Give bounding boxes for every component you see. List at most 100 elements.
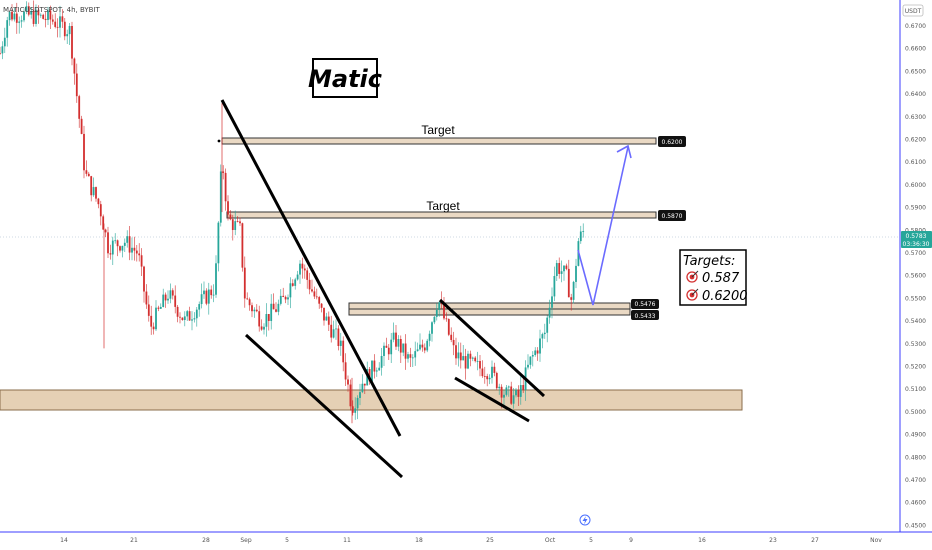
candle-body <box>423 347 426 351</box>
tag-5476-bg <box>631 299 659 309</box>
candle-body <box>546 317 549 333</box>
candle-body <box>409 354 412 358</box>
candle-body <box>390 339 393 355</box>
candle-body <box>385 345 388 348</box>
candle-body <box>443 304 445 319</box>
candle-body <box>121 245 124 251</box>
symbol-label: MATICUSDTSPOT, 4h, BYBIT <box>3 6 101 14</box>
candle-body <box>109 253 112 255</box>
candle-body <box>111 240 114 255</box>
candle-body <box>159 306 162 309</box>
candle-body <box>236 221 239 222</box>
price-tick: 0.4700 <box>905 477 926 484</box>
candle-body <box>92 187 95 196</box>
candle-body <box>383 345 385 356</box>
candle-body <box>75 73 78 97</box>
plot-area[interactable] <box>0 0 900 531</box>
candle-body <box>155 307 157 330</box>
candle-body <box>164 294 167 301</box>
candle-body <box>435 309 438 317</box>
tag-5433: 0.5433 <box>635 313 656 320</box>
candle-body <box>150 315 153 327</box>
candle-body <box>267 314 270 321</box>
candle-body <box>306 270 309 280</box>
candle-body <box>152 326 155 330</box>
title: Matic <box>308 65 382 93</box>
price-tick: 0.4900 <box>905 432 926 439</box>
candle-body <box>517 389 520 397</box>
candle-body <box>85 170 88 174</box>
candle-body <box>30 10 33 15</box>
candle-body <box>339 340 342 347</box>
candle-body <box>419 344 421 350</box>
candle-body <box>167 298 169 301</box>
date-tick: 11 <box>343 537 351 544</box>
candle-body <box>241 223 244 268</box>
candle-body <box>198 304 201 310</box>
time-axis[interactable]: 14 21 28 Sep 5 11 18 25 Oct 5 9 16 23 27 Nov <box>60 537 882 544</box>
candle-body <box>515 389 517 396</box>
trendline-lower-channel <box>454 376 530 423</box>
candle-body <box>347 379 349 385</box>
price-tick: 0.5700 <box>905 250 926 257</box>
candle-body <box>143 266 145 292</box>
candle-body <box>104 229 107 233</box>
candle-body <box>527 364 529 368</box>
candle-body <box>503 394 505 398</box>
candle-body <box>1 46 4 54</box>
price-tick: 0.5900 <box>905 205 926 212</box>
candle-body <box>83 133 85 171</box>
candle-body <box>219 171 222 223</box>
candle-body <box>361 383 364 393</box>
date-tick: 25 <box>486 537 494 544</box>
candle-body <box>181 317 184 321</box>
candle-body <box>380 355 383 368</box>
price-tick: 0.6300 <box>905 114 926 121</box>
candle-body <box>243 267 246 299</box>
candle-body <box>332 329 335 338</box>
candle-body <box>551 296 553 308</box>
price-axis[interactable] <box>900 0 932 550</box>
target-emoji-icon <box>686 270 699 283</box>
candle-body <box>421 344 424 348</box>
candle-body <box>349 384 352 407</box>
title-box <box>312 58 378 98</box>
candle-body <box>529 356 532 365</box>
candle-body <box>493 366 496 373</box>
currency-badge[interactable] <box>902 4 924 17</box>
candle-body <box>539 338 541 354</box>
date-tick: 5 <box>589 537 593 544</box>
candle-body <box>8 11 11 21</box>
candle-body <box>452 339 455 346</box>
price-tick: 0.5500 <box>905 295 926 302</box>
lightning-icon[interactable] <box>579 514 591 526</box>
candle-body <box>87 173 90 177</box>
candle-body <box>315 296 318 298</box>
candle-body <box>179 316 181 318</box>
candle-body <box>42 14 45 19</box>
candle-body <box>0 53 1 55</box>
candle-body <box>186 311 189 317</box>
candle-body <box>99 204 102 217</box>
candle-body <box>3 37 6 47</box>
candle-body <box>567 268 570 298</box>
current-price-tag <box>901 231 932 248</box>
candle-body <box>291 283 294 286</box>
candle-body <box>483 376 486 377</box>
candle-body <box>174 295 177 307</box>
candle-body <box>536 350 539 354</box>
date-tick: 28 <box>202 537 210 544</box>
projection-path <box>577 146 629 306</box>
candle-body <box>263 326 265 330</box>
candle-body <box>51 19 54 22</box>
candle-body <box>207 289 210 304</box>
candle-body <box>337 328 340 347</box>
candle-body <box>169 290 172 299</box>
candle-body <box>193 318 196 320</box>
candle-body <box>234 221 237 231</box>
candles <box>0 0 585 424</box>
candle-body <box>272 303 275 310</box>
candle-body <box>11 11 13 20</box>
candle-body <box>457 352 460 359</box>
